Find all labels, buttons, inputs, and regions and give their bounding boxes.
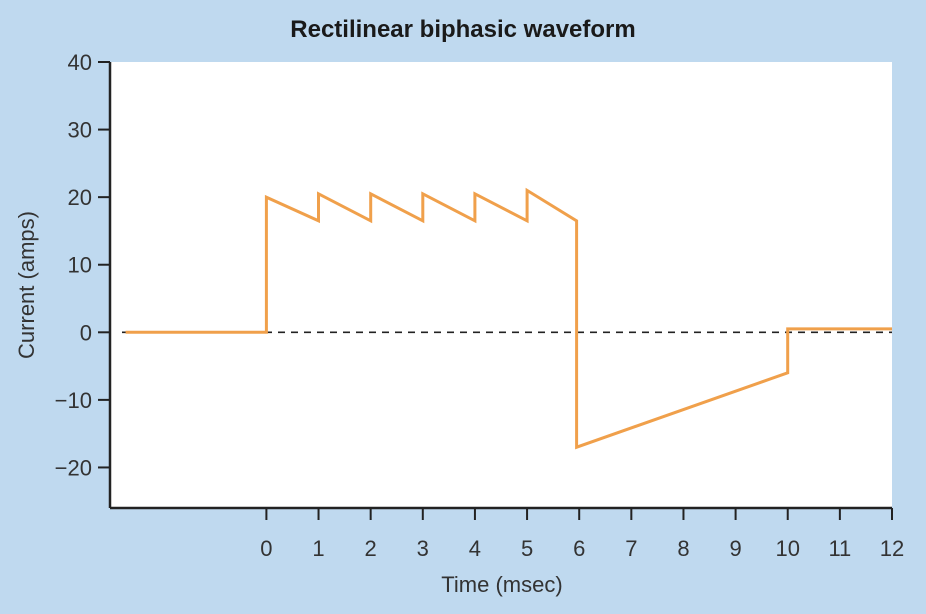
x-tick-label: 8 xyxy=(677,536,689,561)
y-tick-label: 0 xyxy=(80,320,92,345)
x-tick-label: 7 xyxy=(625,536,637,561)
y-tick-label: −10 xyxy=(55,388,92,413)
y-tick-label: 10 xyxy=(68,253,92,278)
plot-area xyxy=(110,62,892,508)
x-tick-label: 9 xyxy=(729,536,741,561)
x-tick-label: 6 xyxy=(573,536,585,561)
y-tick-label: 30 xyxy=(68,118,92,143)
y-axis-label: Current (amps) xyxy=(14,211,39,359)
x-tick-label: 2 xyxy=(365,536,377,561)
x-axis-label: Time (msec) xyxy=(441,572,562,597)
x-tick-label: 0 xyxy=(260,536,272,561)
y-tick-label: 40 xyxy=(68,50,92,75)
waveform-series-line xyxy=(125,187,892,450)
chart-title: Rectilinear biphasic waveform xyxy=(290,16,636,43)
y-axis-ticks: 40 30 20 10 0 −10 −20 xyxy=(55,50,110,480)
x-axis-ticks: 0 1 2 3 4 5 6 7 8 9 10 11 12 xyxy=(260,508,904,561)
x-tick-label: 11 xyxy=(828,536,851,561)
x-tick-label: 3 xyxy=(417,536,429,561)
x-tick-label: 1 xyxy=(312,536,324,561)
x-tick-label: 4 xyxy=(469,536,481,561)
y-tick-label: 20 xyxy=(68,185,92,210)
x-tick-label: 12 xyxy=(880,536,904,561)
x-tick-label: 5 xyxy=(521,536,533,561)
x-tick-label: 10 xyxy=(775,536,799,561)
y-tick-label: −20 xyxy=(55,455,92,480)
